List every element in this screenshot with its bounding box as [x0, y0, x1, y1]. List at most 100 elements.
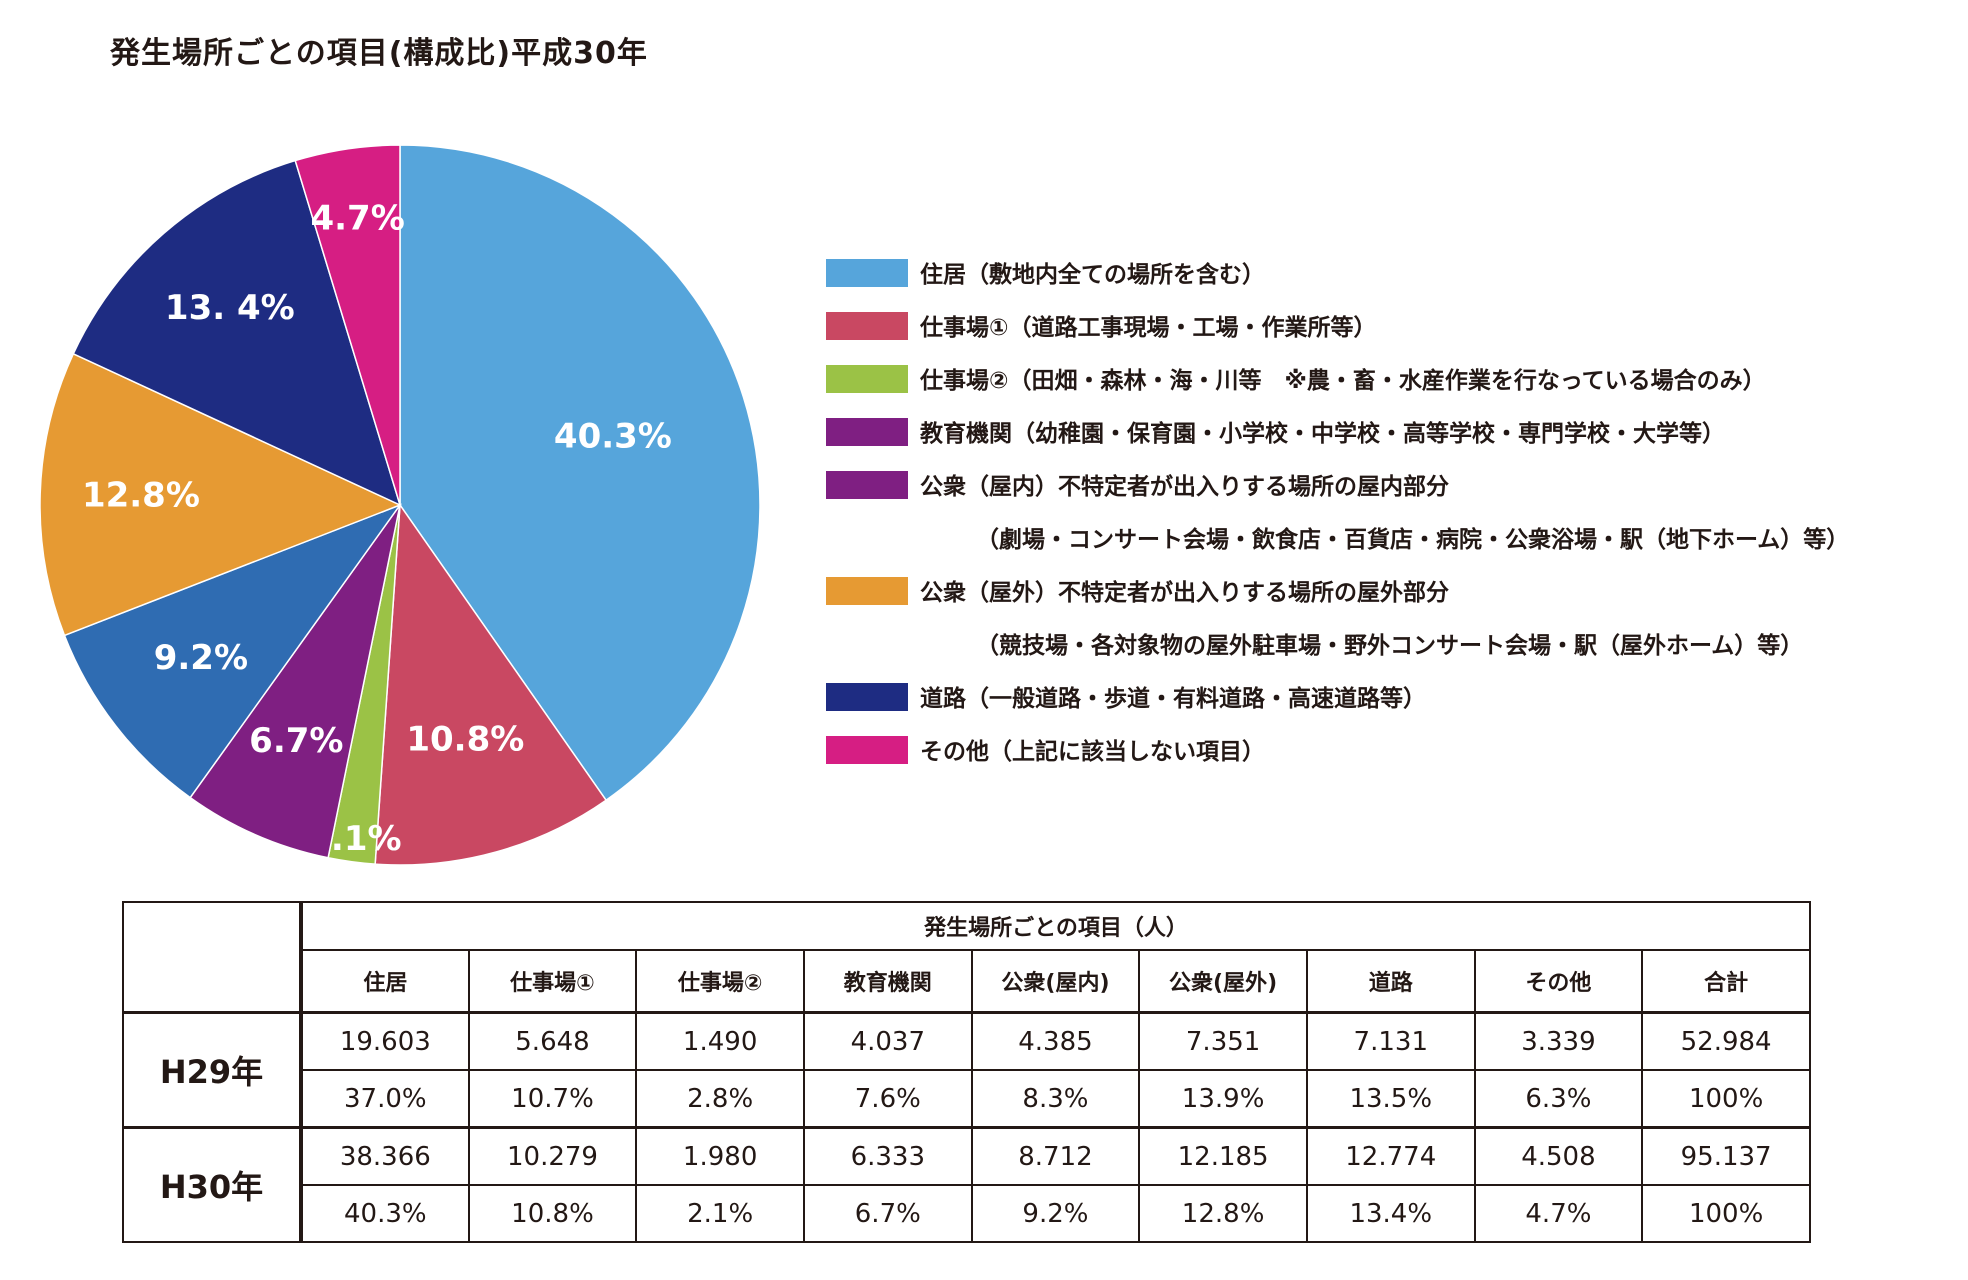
- table-cell-ratio: 4.7%: [1473, 1184, 1644, 1243]
- table-cell-ratio: 6.3%: [1473, 1069, 1644, 1129]
- table-column-header: 公衆(屋内): [970, 949, 1141, 1014]
- pie-slice: [39, 352, 402, 637]
- legend-label: 公衆（屋内）不特定者が出入りする場所の屋内部分: [920, 474, 1449, 500]
- pie-slice: [63, 503, 403, 799]
- table-row: 40.3% 10.8% 2.1% 6.7% 9.2% 12.8% 13.4% 4.7% 100%: [123, 1184, 1811, 1243]
- legend-swatch: [826, 736, 908, 764]
- table-cell-ratio: 100%: [1641, 1184, 1811, 1243]
- table-column-header: 仕事場①: [467, 949, 638, 1014]
- table-cell-count: 52.984: [1641, 1011, 1811, 1071]
- table-row: H29年 19.603 5.648 1.490 4.037 4.385 7.351 7.131…: [122, 1011, 1811, 1129]
- table-cell-ratio: 12.8%: [1138, 1184, 1308, 1243]
- legend: 住居（敷地内全ての場所を含む） 仕事場①（道路工事現場・工場・作業所等） 仕事場②（…: [826, 255, 1946, 785]
- table-cell-ratio: 7.6%: [802, 1069, 973, 1129]
- table-column-header: 道路: [1305, 949, 1476, 1014]
- pie-slice-label: 12.8%: [82, 475, 200, 515]
- legend-swatch: [826, 683, 908, 711]
- pie-slice: [294, 144, 401, 506]
- table-cell-ratio: 13.9%: [1138, 1069, 1308, 1129]
- legend-item-detail: （競技場・各対象物の屋外駐車場・野外コンサート会場・駅（屋外ホーム）等）: [826, 626, 1946, 679]
- pie-slice: [399, 144, 761, 802]
- table-cell-count: 1.980: [635, 1126, 805, 1186]
- table-cell-ratio: 37.0%: [300, 1069, 470, 1129]
- table-cell-ratio: 6.7%: [802, 1184, 973, 1243]
- table-column-header: 合計: [1641, 949, 1811, 1014]
- table-cell-ratio: 10.7%: [467, 1069, 638, 1129]
- table-corner-cell: [122, 901, 303, 1014]
- legend-swatch: [826, 365, 908, 393]
- table-cell-count: 6.333: [802, 1126, 973, 1186]
- pie-slice: [189, 504, 401, 859]
- legend-label: 教育機関（幼稚園・保育園・小学校・中学校・高等学校・専門学校・大学等）: [920, 421, 1725, 447]
- legend-item: 道路（一般道路・歩道・有料道路・高速道路等）: [826, 679, 1946, 732]
- legend-swatch: [826, 418, 908, 446]
- table-cell-count: 8.712: [970, 1126, 1141, 1186]
- table-cell-ratio: 10.8%: [467, 1184, 638, 1243]
- chart-title: 発生場所ごとの項目(構成比)平成30年: [110, 36, 648, 71]
- table-cell-ratio: 8.3%: [970, 1069, 1141, 1129]
- table-column-header: 仕事場②: [635, 949, 805, 1014]
- legend-item: 公衆（屋外）不特定者が出入りする場所の屋外部分: [826, 573, 1946, 626]
- data-table: 発生場所ごとの項目（人） 住居 仕事場① 仕事場② 教育機関 公衆(屋内) 公衆(屋外) 道…: [122, 901, 1811, 1243]
- table-cell-ratio: 13.4%: [1305, 1184, 1476, 1243]
- legend-item-detail: （劇場・コンサート会場・飲食店・百貨店・病院・公衆浴場・駅（地下ホーム）等）: [826, 520, 1946, 573]
- table-caption: 発生場所ごとの項目（人）: [300, 901, 1811, 951]
- table-row-year: H30年: [122, 1126, 303, 1243]
- pie-slice-label: 6.7%: [249, 721, 343, 761]
- table-row: H30年 38.366 10.279 1.980 6.333 8.712 12.185 12.…: [122, 1126, 1811, 1243]
- table-cell-count: 10.279: [467, 1126, 638, 1186]
- legend-swatch: [826, 312, 908, 340]
- table-column-header: その他: [1473, 949, 1644, 1014]
- pie-slice: [72, 159, 402, 507]
- pie-chart: 40.3%10.8%2.1%6.7%9.2%12.8%13. 4%4.7%: [39, 144, 761, 866]
- pie-slice-label: 40.3%: [554, 417, 672, 457]
- table-cell-count: 7.351: [1138, 1011, 1308, 1071]
- table-header-row: 住居 仕事場① 仕事場② 教育機関 公衆(屋内) 公衆(屋外) 道路 その他 合計: [123, 949, 1811, 1014]
- legend-swatch: [826, 471, 908, 499]
- table-cell-count: 38.366: [300, 1126, 470, 1186]
- legend-swatch: [826, 259, 908, 287]
- pie-slice-label: 10.8%: [406, 719, 524, 759]
- legend-label: 仕事場①（道路工事現場・工場・作業所等）: [920, 315, 1377, 341]
- table-cell-count: 1.490: [635, 1011, 805, 1071]
- table-cell-count: 4.385: [970, 1011, 1141, 1071]
- table-column-header: 公衆(屋外): [1138, 949, 1308, 1014]
- legend-item: その他（上記に該当しない項目）: [826, 732, 1946, 785]
- legend-detail-label: （競技場・各対象物の屋外駐車場・野外コンサート会場・駅（屋外ホーム）等）: [976, 633, 1804, 659]
- pie-slice-label: 4.7%: [310, 199, 404, 239]
- table-cell-count: 19.603: [300, 1011, 470, 1071]
- legend-label: 仕事場②（田畑・森林・海・川等 ※農・畜・水産作業を行なっている場合のみ）: [920, 368, 1766, 394]
- table-cell-ratio: 2.8%: [635, 1069, 805, 1129]
- legend-label: 住居（敷地内全ての場所を含む）: [920, 262, 1265, 288]
- legend-label: その他（上記に該当しない項目）: [920, 739, 1265, 765]
- table-cell-count: 4.037: [802, 1011, 973, 1071]
- legend-swatch: [826, 577, 908, 605]
- legend-item: 住居（敷地内全ての場所を含む）: [826, 255, 1946, 308]
- pie-slice-label: 13. 4%: [165, 288, 295, 328]
- table-cell-count: 5.648: [467, 1011, 638, 1071]
- table-column-header: 住居: [300, 949, 470, 1014]
- table-column-header: 教育機関: [802, 949, 973, 1014]
- table-cell-ratio: 9.2%: [970, 1184, 1141, 1243]
- table-cell-count: 12.185: [1138, 1126, 1308, 1186]
- legend-item: 仕事場①（道路工事現場・工場・作業所等）: [826, 308, 1946, 361]
- pie-slice: [374, 502, 608, 866]
- table-cell-ratio: 2.1%: [635, 1184, 805, 1243]
- table-cell-count: 3.339: [1473, 1011, 1644, 1071]
- legend-item: 公衆（屋内）不特定者が出入りする場所の屋内部分: [826, 467, 1946, 520]
- table-cell-ratio: 100%: [1641, 1069, 1811, 1129]
- legend-item: 教育機関（幼稚園・保育園・小学校・中学校・高等学校・専門学校・大学等）: [826, 414, 1946, 467]
- legend-label: 道路（一般道路・歩道・有料道路・高速道路等）: [920, 686, 1426, 712]
- table-cell-count: 7.131: [1305, 1011, 1476, 1071]
- pie-slice-label: 9.2%: [154, 638, 248, 678]
- table-cell-ratio: 13.5%: [1305, 1069, 1476, 1129]
- legend-detail-label: （劇場・コンサート会場・飲食店・百貨店・病院・公衆浴場・駅（地下ホーム）等）: [976, 527, 1850, 553]
- legend-label: 公衆（屋外）不特定者が出入りする場所の屋外部分: [920, 580, 1449, 606]
- table-cell-count: 12.774: [1305, 1126, 1476, 1186]
- table-cell-count: 4.508: [1473, 1126, 1644, 1186]
- table-row: 37.0% 10.7% 2.8% 7.6% 8.3% 13.9% 13.5% 6.3% 100%: [123, 1069, 1811, 1129]
- table-cell-ratio: 40.3%: [300, 1184, 470, 1243]
- table-row-year: H29年: [122, 1011, 303, 1129]
- table-cell-count: 95.137: [1641, 1126, 1811, 1186]
- legend-item: 仕事場②（田畑・森林・海・川等 ※農・畜・水産作業を行なっている場合のみ）: [826, 361, 1946, 414]
